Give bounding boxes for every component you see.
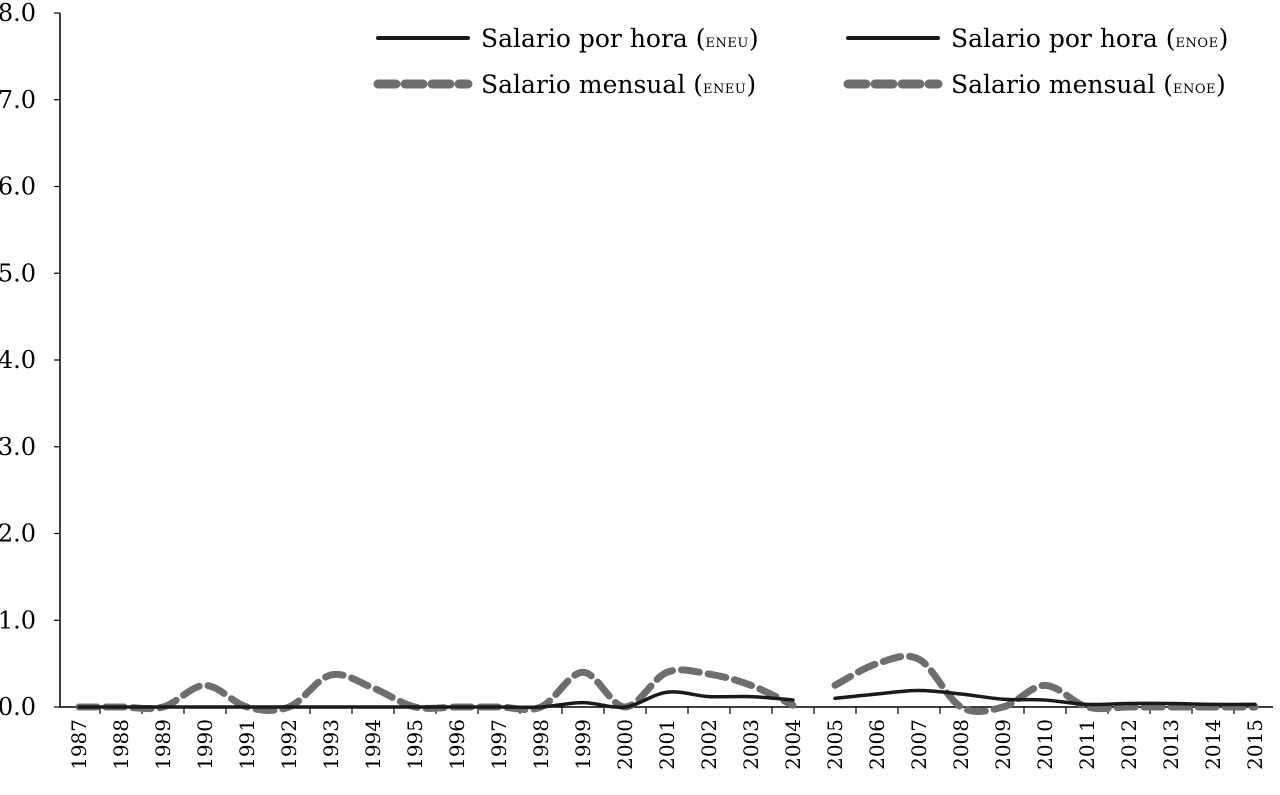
legend-label-prefix: Salario por hora (: [951, 24, 1176, 53]
x-tick-label: 1988: [109, 719, 133, 770]
x-tick-label: 1997: [487, 719, 511, 770]
y-tick-label: 7.0: [0, 86, 36, 114]
y-tick-label: 2.0: [0, 520, 36, 548]
x-tick-label: 2010: [1033, 719, 1057, 770]
y-axis: 0.0 1.0 2.0 3.0 4.0 5.0 6.0 7.0 8.0: [0, 0, 61, 721]
x-tick-label: 1991: [235, 719, 259, 770]
x-tick-label: 1989: [151, 719, 175, 770]
x-tick-label: 1999: [571, 719, 595, 770]
x-tick-label: 2005: [823, 719, 847, 770]
y-tick-label: 4.0: [0, 346, 36, 374]
x-tick-label: 1993: [319, 719, 343, 770]
legend-label-suffix: ): [1219, 24, 1229, 53]
x-tick-label: 2012: [1117, 719, 1141, 770]
legend-label-suffix: ): [1216, 70, 1226, 99]
x-tick-label: 2009: [991, 719, 1015, 770]
legend-label-abbr: enoe: [1176, 30, 1219, 52]
legend-label-prefix: Salario por hora (: [481, 24, 706, 53]
y-tick-label: 5.0: [0, 259, 36, 287]
x-tick-label: 2002: [697, 719, 721, 770]
legend-label-prefix: Salario mensual (: [951, 70, 1173, 99]
series-line-dashed-3: [831, 652, 1259, 715]
y-tick-label: 8.0: [0, 0, 36, 27]
x-tick-label: 2006: [865, 719, 889, 770]
legend-label: Salario por hora (enoe): [951, 24, 1228, 53]
y-tick-label: 3.0: [0, 433, 36, 461]
x-tick-label: 2011: [1075, 719, 1099, 770]
x-tick-label: 2013: [1159, 719, 1183, 770]
series-layer: [75, 652, 1259, 715]
x-tick-label: 2000: [613, 719, 637, 770]
x-tick-label: 1996: [445, 719, 469, 770]
x-tick-label: 2015: [1243, 719, 1267, 770]
series-line-dashed-1: [75, 666, 797, 714]
legend-label-prefix: Salario mensual (: [481, 70, 703, 99]
series-line-solid-0: [77, 690, 795, 710]
series-line-solid-2: [833, 688, 1257, 707]
legend-label-abbr: eneu: [706, 30, 749, 52]
x-tick-label: 2003: [739, 719, 763, 770]
x-tick-label: 1992: [277, 719, 301, 770]
x-tick-label: 1994: [361, 719, 385, 770]
x-tick-label: 1987: [67, 719, 91, 770]
legend-label-abbr: enoe: [1173, 76, 1216, 98]
x-tick-label: 2007: [907, 719, 931, 770]
legend-label-suffix: ): [746, 70, 756, 99]
legend-label: Salario mensual (enoe): [951, 70, 1226, 99]
x-tick-label: 2014: [1201, 719, 1225, 770]
legend-label-suffix: ): [749, 24, 759, 53]
x-axis: 1987 1988 1989 1990 1991 1992 1993 1994 1995 1996…: [60, 706, 1273, 770]
legend-label: Salario por hora (eneu): [481, 24, 759, 53]
x-tick-label: 1995: [403, 719, 427, 770]
x-tick-label: 1998: [529, 719, 553, 770]
x-tick-label: 2001: [655, 719, 679, 770]
y-tick-label: 0.0: [0, 693, 36, 721]
legend: Salario por hora (eneu) Salario por hora …: [373, 24, 1228, 99]
legend-label-abbr: eneu: [703, 76, 746, 98]
x-tick-label: 2008: [949, 719, 973, 770]
y-tick-label: 6.0: [0, 173, 36, 201]
x-tick-label: 2004: [781, 719, 805, 770]
x-tick-label: 1990: [193, 719, 217, 770]
legend-label: Salario mensual (eneu): [481, 70, 756, 99]
y-tick-label: 1.0: [0, 606, 36, 634]
